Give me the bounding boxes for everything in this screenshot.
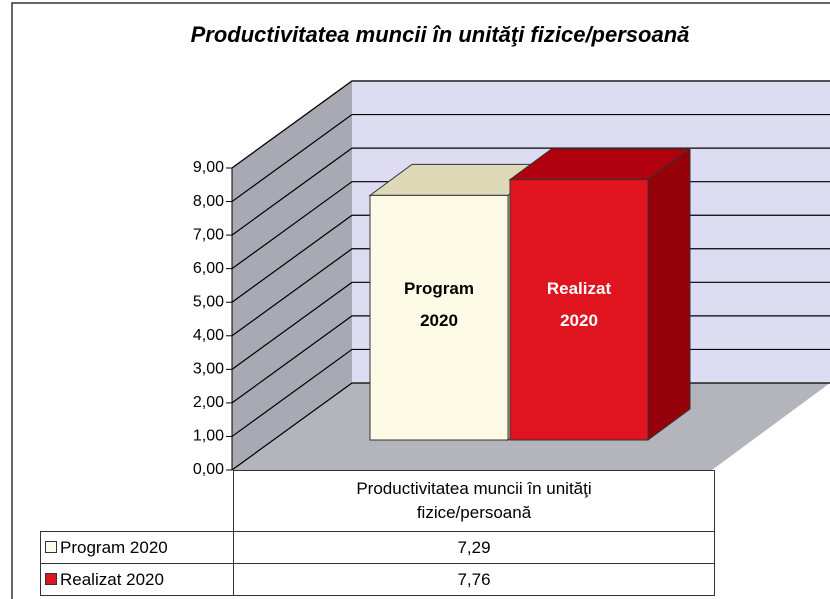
y-tick-label: 0,00 — [193, 461, 224, 478]
y-tick-label: 2,00 — [193, 394, 224, 411]
y-tick-label: 7,00 — [193, 226, 224, 243]
bar-label: Realizat 2020 — [547, 279, 612, 330]
side-wall — [232, 80, 352, 470]
data-table: Productivitatea muncii în unităţi fizice… — [40, 470, 715, 596]
y-tick-label: 9,00 — [193, 159, 224, 176]
table-value: 7,29 — [233, 531, 715, 564]
y-tick-label: 8,00 — [193, 193, 224, 210]
legend-swatch — [45, 540, 57, 553]
legend-swatch — [45, 572, 57, 585]
legend-label: Program 2020 — [60, 537, 168, 557]
y-tick-label: 3,00 — [193, 361, 224, 378]
bar-label: Program 2020 — [404, 279, 474, 330]
y-tick-label: 1,00 — [193, 428, 224, 445]
y-tick-label: 5,00 — [193, 293, 224, 310]
grid-line — [231, 80, 830, 169]
y-tick-label: 6,00 — [193, 260, 224, 277]
grid-line — [231, 113, 830, 203]
y-tick-label: 4,00 — [193, 327, 224, 344]
category-label: Productivitatea muncii în unităţi fizice… — [356, 479, 592, 522]
frame — [11, 2, 830, 599]
bar-side — [647, 147, 691, 441]
legend-label: Realizat 2020 — [60, 569, 164, 589]
bar — [509, 179, 649, 441]
chart-title: Productivitatea muncii în unităţi fizice… — [191, 22, 690, 47]
table-value: 7,76 — [233, 563, 715, 596]
bar — [369, 194, 509, 441]
